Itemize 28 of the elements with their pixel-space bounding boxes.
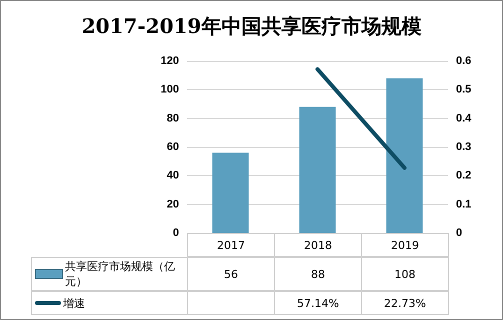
- data-label: 108: [394, 268, 416, 280]
- bar: [386, 78, 423, 233]
- y-tick-label: 120: [160, 55, 179, 67]
- y-tick-label: 20: [166, 198, 179, 210]
- y-tick-label: 100: [160, 84, 179, 96]
- y2-tick-label: 0.2: [456, 170, 472, 182]
- data-label: 57.14%: [297, 296, 339, 310]
- y2-tick-label: 0.4: [456, 112, 472, 124]
- y-tick-label: 40: [166, 170, 179, 182]
- x-tick-label: 2018: [304, 238, 332, 252]
- legend-label: 增速: [63, 296, 85, 310]
- data-label: 22.73%: [384, 296, 426, 310]
- chart-title: 2017-2019年中国共享医疗市场规模: [82, 14, 422, 38]
- bar: [299, 106, 336, 233]
- y2-tick-label: 0.1: [456, 198, 472, 210]
- y-tick-label: 80: [166, 112, 179, 124]
- bar: [212, 152, 249, 233]
- y2-tick-label: 0.6: [456, 55, 472, 67]
- x-tick-label: 2017: [217, 238, 245, 252]
- legend-label: 共享医疗市场规模（亿元）: [65, 259, 176, 289]
- y-tick-label: 0: [172, 227, 179, 239]
- y-tick-label: 60: [166, 141, 179, 153]
- y2-tick-label: 0.3: [456, 141, 472, 153]
- y2-tick-label: 0: [456, 227, 462, 239]
- x-tick-label: 2019: [391, 238, 419, 252]
- y2-tick-label: 0.5: [456, 84, 472, 96]
- data-label: 56: [224, 268, 238, 280]
- data-label: 88: [311, 268, 325, 280]
